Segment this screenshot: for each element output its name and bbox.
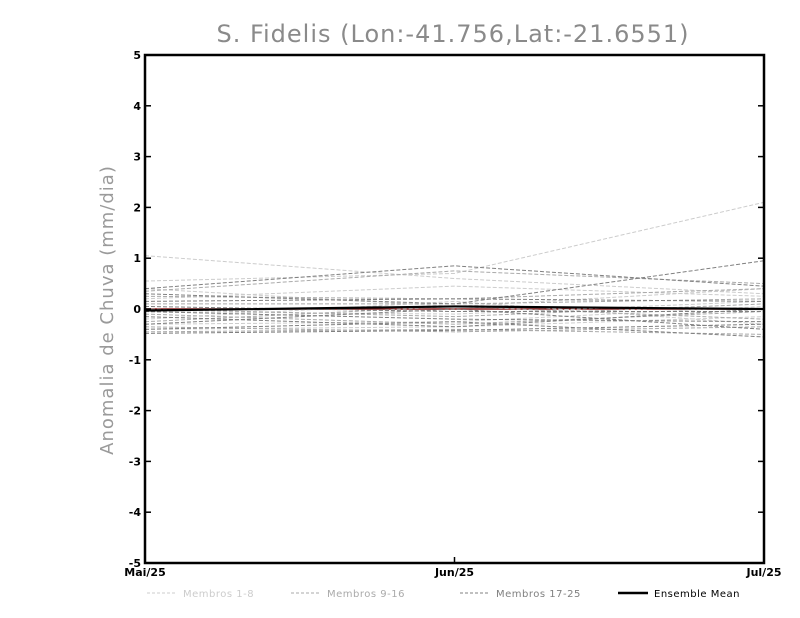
chart-title: S. Fidelis (Lon:-41.756,Lat:-21.6551) (216, 20, 689, 48)
x-axis-ticks: Mai/25 Jun/25 Jul/25 (124, 557, 782, 579)
member-line-23 (144, 308, 765, 330)
x-tick-label: Jul/25 (745, 566, 781, 579)
member-line-4 (144, 285, 765, 300)
legend: Membros 1-8 Membros 9-16 Membros 17-25 Ense… (147, 589, 740, 600)
y-tick-label: 4 (133, 100, 141, 113)
plot-lines (144, 201, 765, 338)
member-line-16 (144, 328, 765, 335)
member-line-5 (144, 300, 765, 315)
legend-label-2: Membros 9-16 (327, 589, 405, 600)
ensemble-mean-line (144, 305, 765, 312)
member-line-24 (144, 321, 765, 338)
member-line-18 (144, 260, 765, 305)
legend-label-1: Membros 1-8 (183, 589, 254, 600)
y-tick-label: -5 (129, 557, 141, 570)
member-line-19 (144, 298, 765, 302)
member-line-11 (145, 298, 765, 305)
member-line-1 (144, 255, 765, 295)
member-line-15 (144, 326, 765, 333)
y-tick-label: -4 (129, 506, 142, 519)
member-line-2 (144, 201, 765, 282)
member-line-22 (144, 308, 765, 328)
member-line-13 (144, 311, 765, 325)
y-axis-label: Anomalia de Chuva (mm/dia) (97, 165, 118, 455)
y-tick-label: 3 (133, 151, 141, 164)
y-axis-ticks: -5 -4 -3 -2 -1 0 1 2 3 4 5 (129, 49, 764, 570)
x-tick-label: Jun/25 (434, 566, 474, 579)
y-tick-label: 1 (133, 252, 141, 265)
legend-label-3: Membros 17-25 (496, 589, 581, 600)
y-tick-label: 5 (133, 49, 141, 62)
member-line-25 (144, 323, 765, 334)
member-line-6 (144, 300, 765, 325)
y-tick-label: -2 (129, 405, 141, 418)
x-tick-label: Mai/25 (124, 566, 165, 579)
y-tick-label: 0 (133, 303, 141, 316)
y-tick-label: 2 (133, 201, 141, 214)
y-tick-label: -1 (129, 354, 141, 367)
y-tick-label: -3 (129, 455, 141, 468)
member-line-17 (144, 265, 765, 290)
member-line-21 (144, 311, 765, 323)
legend-label-4: Ensemble Mean (654, 589, 740, 600)
